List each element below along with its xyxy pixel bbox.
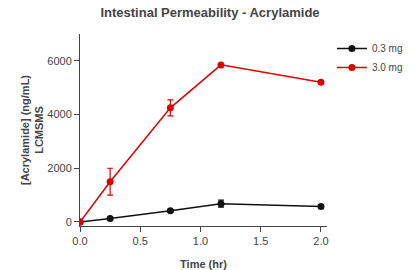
- svg-text:0.3 mg: 0.3 mg: [372, 43, 403, 54]
- svg-text:2.0: 2.0: [313, 235, 328, 247]
- svg-text:2000: 2000: [47, 162, 71, 174]
- svg-text:Intestinal Permeability - Acry: Intestinal Permeability - Acrylamide: [100, 5, 319, 20]
- svg-text:[Acrylamide] (ng/mL)LCMSMS: [Acrylamide] (ng/mL)LCMSMS: [19, 75, 45, 185]
- svg-text:4000: 4000: [47, 108, 71, 120]
- svg-text:Time (hr): Time (hr): [180, 258, 227, 270]
- svg-text:0.0: 0.0: [72, 235, 87, 247]
- svg-text:1.5: 1.5: [253, 235, 268, 247]
- svg-text:3.0 mg: 3.0 mg: [372, 62, 403, 73]
- svg-text:6000: 6000: [47, 55, 71, 67]
- svg-text:1.0: 1.0: [193, 235, 208, 247]
- svg-text:0: 0: [66, 216, 72, 228]
- svg-text:0.5: 0.5: [133, 235, 148, 247]
